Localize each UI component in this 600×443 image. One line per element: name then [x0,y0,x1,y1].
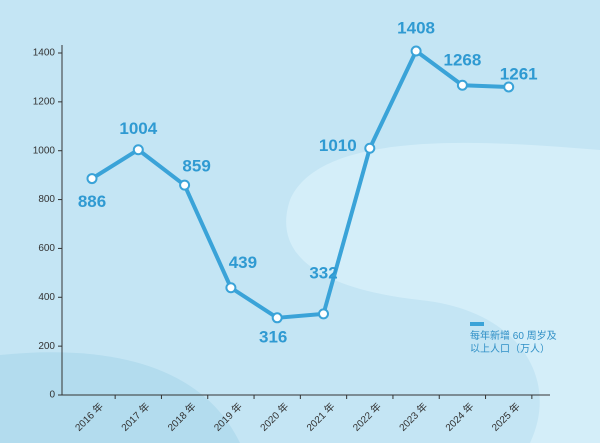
x-tick-label: 2021 年 [304,400,338,434]
y-tick-label: 0 [49,390,55,401]
x-tick-label: 2022 年 [350,400,384,434]
x-tick-label: 2023 年 [396,400,430,434]
point [503,81,515,93]
series-line [90,49,509,320]
point [318,308,329,320]
legend-label: 每年新增 60 周岁及以上人口（万人） [470,331,557,355]
value-label: 1261 [500,64,538,83]
value-label: 332 [309,263,337,282]
value-label: 316 [259,327,287,346]
point [410,45,422,57]
value-label: 1268 [443,51,481,70]
x-tick-label: 2020 年 [257,400,291,434]
legend-swatch [470,322,484,326]
background-shape [0,352,240,443]
value-label: 886 [78,192,106,211]
point [456,79,468,91]
value-label: 1010 [319,136,357,155]
y-tick-label: 200 [38,341,55,352]
value-label: 439 [229,253,257,272]
legend: 每年新增 60 周岁及以上人口（万人） [470,322,566,356]
value-label: 859 [182,157,210,176]
point [86,173,98,185]
y-tick-label: 1400 [33,48,56,59]
point [225,282,237,294]
y-tick-label: 600 [38,243,55,254]
y-tick-label: 400 [38,292,55,303]
point [132,144,144,156]
y-tick-label: 800 [38,194,55,205]
background-shape [286,142,600,443]
value-label: 1004 [119,119,157,138]
y-tick-label: 1200 [33,96,56,107]
x-tick-label: 2024 年 [442,400,476,434]
point [271,312,283,324]
point [364,142,376,154]
point [179,179,191,191]
x-tick-label: 2025 年 [489,400,523,434]
y-tick-label: 1000 [33,145,56,156]
value-label: 1408 [397,19,435,38]
